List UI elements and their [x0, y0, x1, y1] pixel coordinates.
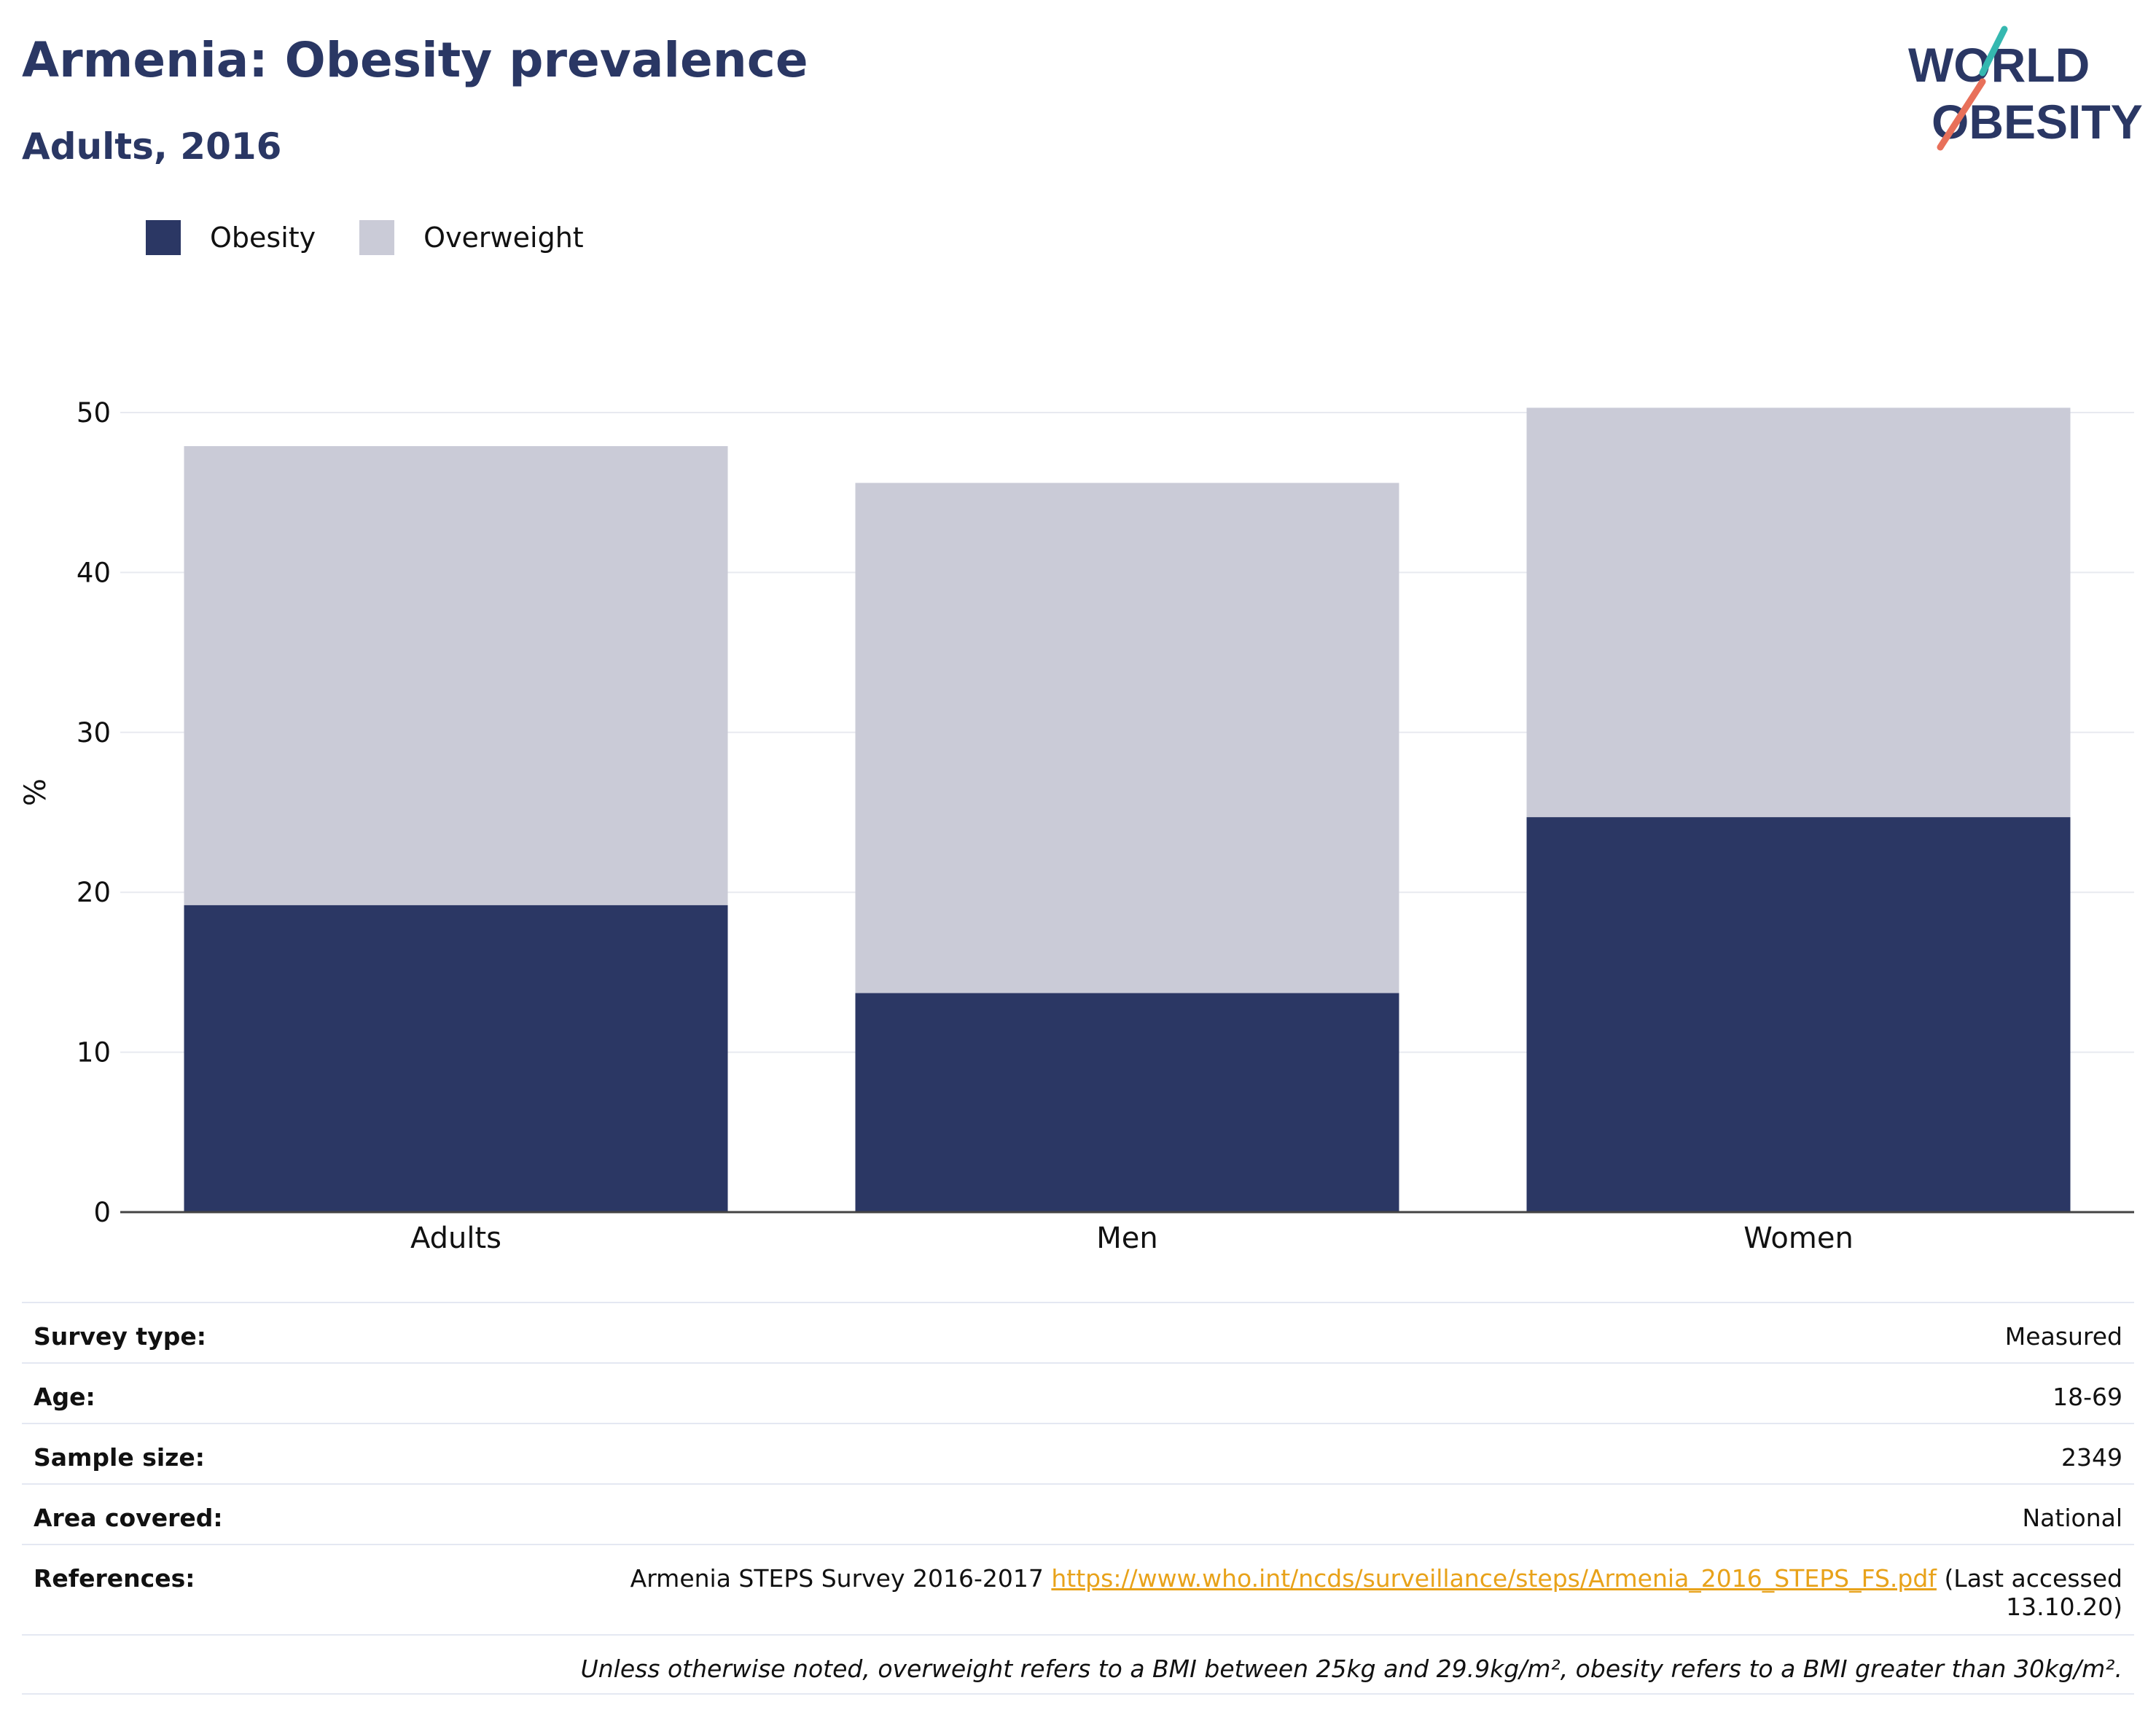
bars: [184, 407, 2071, 1212]
bmi-note: Unless otherwise noted, overweight refer…: [580, 1655, 2122, 1683]
x-tick-label: Adults: [410, 1222, 501, 1255]
legend-label-overweight: Overweight: [423, 222, 584, 254]
info-row-note: Unless otherwise noted, overweight refer…: [22, 1634, 2134, 1695]
survey-info-table: Survey type: Measured Age: 18-69 Sample …: [22, 1302, 2134, 1695]
sample-size-label: Sample size:: [34, 1443, 205, 1472]
survey-type-value: Measured: [2004, 1322, 2122, 1351]
stacked-bar-chart: 0 10 20 30 40 50 Adults Men Women %: [19, 397, 2134, 1255]
x-tick-labels: Adults Men Women: [410, 1222, 1854, 1255]
survey-type-label: Survey type:: [34, 1322, 206, 1351]
area-covered-label: Area covered:: [34, 1504, 223, 1532]
references-suffix-2: 13.10.20): [2006, 1593, 2122, 1621]
info-row-sample-size: Sample size: 2349: [22, 1423, 2134, 1483]
references-value: Armenia STEPS Survey 2016-2017 https://w…: [630, 1564, 2122, 1621]
references-suffix-1: (Last accessed: [1944, 1564, 2122, 1593]
legend-swatch-overweight: [359, 220, 395, 255]
references-link[interactable]: https://www.who.int/ncds/surveillance/st…: [1051, 1564, 1937, 1593]
legend-item-obesity[interactable]: Obesity: [146, 220, 316, 255]
references-text: Armenia STEPS Survey 2016-2017: [630, 1564, 1044, 1593]
x-tick-label: Women: [1743, 1222, 1854, 1255]
bar-women-overweight[interactable]: [1526, 407, 2071, 818]
y-tick-label: 50: [77, 397, 111, 429]
bar-adults-obesity[interactable]: [184, 905, 728, 1212]
y-tick-label: 40: [77, 557, 111, 588]
info-row-area-covered: Area covered: National: [22, 1483, 2134, 1544]
logo-slash-teal: [1979, 26, 2008, 77]
legend-swatch-obesity: [146, 220, 181, 255]
references-label: References:: [34, 1564, 195, 1593]
age-label: Age:: [34, 1383, 95, 1411]
world-obesity-logo: WORLD OBESITY: [1908, 26, 2143, 151]
y-tick-label: 30: [77, 717, 111, 749]
bar-men-overweight[interactable]: [855, 483, 1399, 993]
y-tick-labels: 0 10 20 30 40 50: [77, 397, 111, 1228]
bar-men-obesity[interactable]: [855, 993, 1399, 1212]
info-row-age: Age: 18-69: [22, 1362, 2134, 1423]
chart-legend: Obesity Overweight: [146, 217, 628, 258]
area-covered-value: National: [2022, 1504, 2122, 1532]
info-row-survey-type: Survey type: Measured: [22, 1302, 2134, 1362]
y-axis-label: %: [19, 778, 52, 806]
age-value: 18-69: [2053, 1383, 2122, 1411]
y-tick-label: 0: [93, 1197, 111, 1228]
y-tick-label: 10: [77, 1037, 111, 1069]
bar-women-obesity[interactable]: [1526, 817, 2071, 1212]
info-row-references: References: Armenia STEPS Survey 2016-20…: [22, 1544, 2134, 1634]
y-tick-label: 20: [77, 877, 111, 908]
logo-slash-coral: [1937, 78, 1986, 151]
legend-item-overweight[interactable]: Overweight: [359, 220, 584, 255]
legend-label-obesity: Obesity: [210, 222, 316, 254]
x-tick-label: Men: [1096, 1222, 1157, 1255]
page-title: Armenia: Obesity prevalence: [22, 32, 808, 88]
page-subtitle: Adults, 2016: [22, 125, 282, 168]
sample-size-value: 2349: [2061, 1443, 2122, 1472]
bar-adults-overweight[interactable]: [184, 446, 728, 905]
